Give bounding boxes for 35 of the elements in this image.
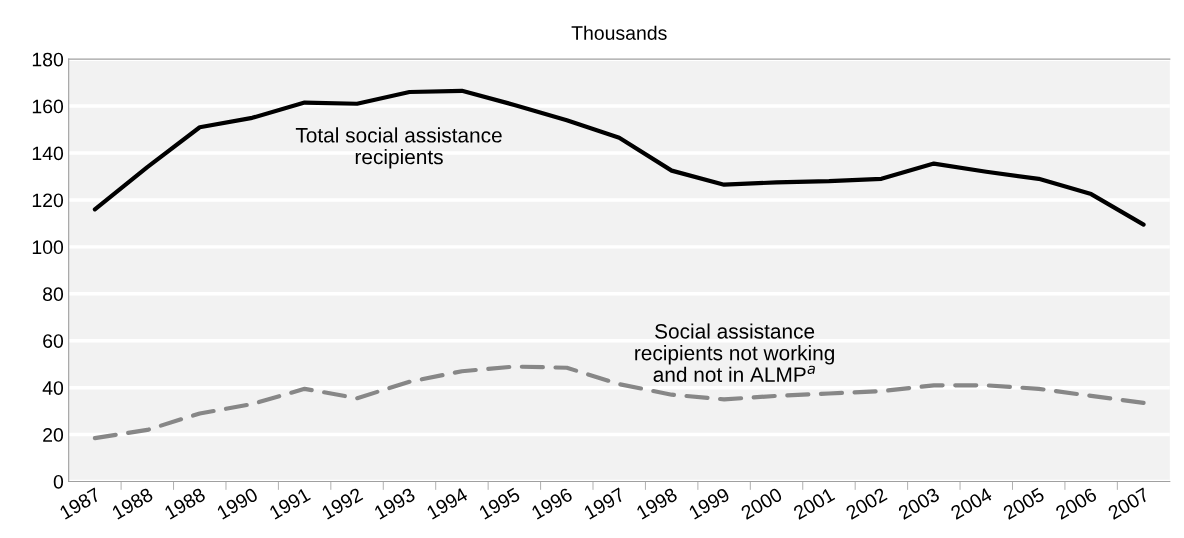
y-tick-label: 0 <box>53 474 64 489</box>
x-tick-label: 2001 <box>792 487 836 520</box>
x-tick-label: 1998 <box>635 487 679 520</box>
series-label: Social assistance recipients not working and not in ALMP$^{a}$ <box>635 323 834 382</box>
line-series <box>92 364 1146 441</box>
x-tick-label: 1992 <box>321 487 364 520</box>
x-tick-label: 2004 <box>949 487 993 520</box>
y-axis-title: Thousands <box>571 25 667 40</box>
line-series <box>92 88 1146 227</box>
y-tick-label: 20 <box>43 428 64 442</box>
y-tick-label: 140 <box>32 146 64 161</box>
y-tick-label: 80 <box>43 287 64 302</box>
x-tick-label: 2002 <box>845 487 888 520</box>
y-tick-label: 60 <box>43 334 64 348</box>
x-tick-label: 1988 <box>163 487 207 520</box>
x-tick-label: 1994 <box>426 487 469 520</box>
x-tick-label: 2005 <box>1002 487 1046 520</box>
x-tick-label: 1993 <box>373 487 416 520</box>
x-tick-label: 1995 <box>478 487 521 520</box>
x-tick-label: 2000 <box>740 487 784 520</box>
x-tick-label: 1996 <box>530 487 574 520</box>
y-tick-label: 100 <box>32 240 64 255</box>
x-tick-label: 1999 <box>688 487 731 520</box>
series-label: Total social assistance recipients <box>295 127 502 169</box>
y-tick-label: 180 <box>32 52 64 67</box>
y-tick-label: 120 <box>32 193 64 208</box>
y-tick-label: 160 <box>32 99 64 114</box>
x-tick-label: 2006 <box>1054 487 1098 520</box>
x-tick-label: 2003 <box>897 487 941 520</box>
x-tick-label: 1991 <box>268 487 311 520</box>
x-tick-label: 1997 <box>583 487 626 520</box>
x-tick-label: 1990 <box>216 487 259 520</box>
x-tick-label: 1988 <box>111 487 154 520</box>
x-tick-label: 2007 <box>1107 487 1150 520</box>
y-tick-label: 40 <box>42 381 64 395</box>
